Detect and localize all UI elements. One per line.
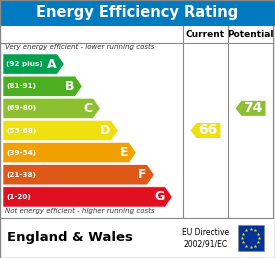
Polygon shape: [3, 120, 118, 141]
Text: Very energy efficient - lower running costs: Very energy efficient - lower running co…: [5, 44, 154, 50]
Text: Energy Efficiency Rating: Energy Efficiency Rating: [36, 5, 239, 20]
Text: C: C: [83, 102, 92, 115]
Polygon shape: [3, 98, 100, 118]
Text: Not energy efficient - higher running costs: Not energy efficient - higher running co…: [5, 208, 155, 214]
Text: (21-38): (21-38): [6, 172, 36, 178]
Text: (1-20): (1-20): [6, 194, 31, 200]
Text: 2002/91/EC: 2002/91/EC: [183, 239, 228, 248]
Text: (81-91): (81-91): [6, 83, 36, 89]
Text: 66: 66: [198, 124, 217, 138]
Text: E: E: [120, 146, 128, 159]
Text: Current: Current: [186, 30, 225, 39]
Text: 74: 74: [243, 101, 262, 115]
Bar: [0, 0, 275, 26]
Text: A: A: [46, 58, 56, 71]
Text: B: B: [65, 80, 74, 93]
Text: (39-54): (39-54): [6, 150, 36, 156]
Text: (55-68): (55-68): [6, 127, 36, 133]
Polygon shape: [3, 143, 136, 163]
Text: F: F: [138, 168, 146, 181]
Polygon shape: [3, 187, 172, 207]
Text: (69-80): (69-80): [6, 105, 36, 111]
Text: EU Directive: EU Directive: [182, 228, 229, 237]
Text: (92 plus): (92 plus): [6, 61, 43, 67]
Bar: [238, 225, 263, 251]
Text: G: G: [154, 190, 164, 203]
Text: Potential: Potential: [227, 30, 274, 39]
Polygon shape: [235, 101, 265, 116]
Polygon shape: [3, 54, 64, 74]
Polygon shape: [3, 76, 82, 96]
Polygon shape: [191, 123, 221, 138]
Text: England & Wales: England & Wales: [7, 231, 133, 245]
Polygon shape: [3, 165, 154, 185]
Text: D: D: [100, 124, 110, 137]
